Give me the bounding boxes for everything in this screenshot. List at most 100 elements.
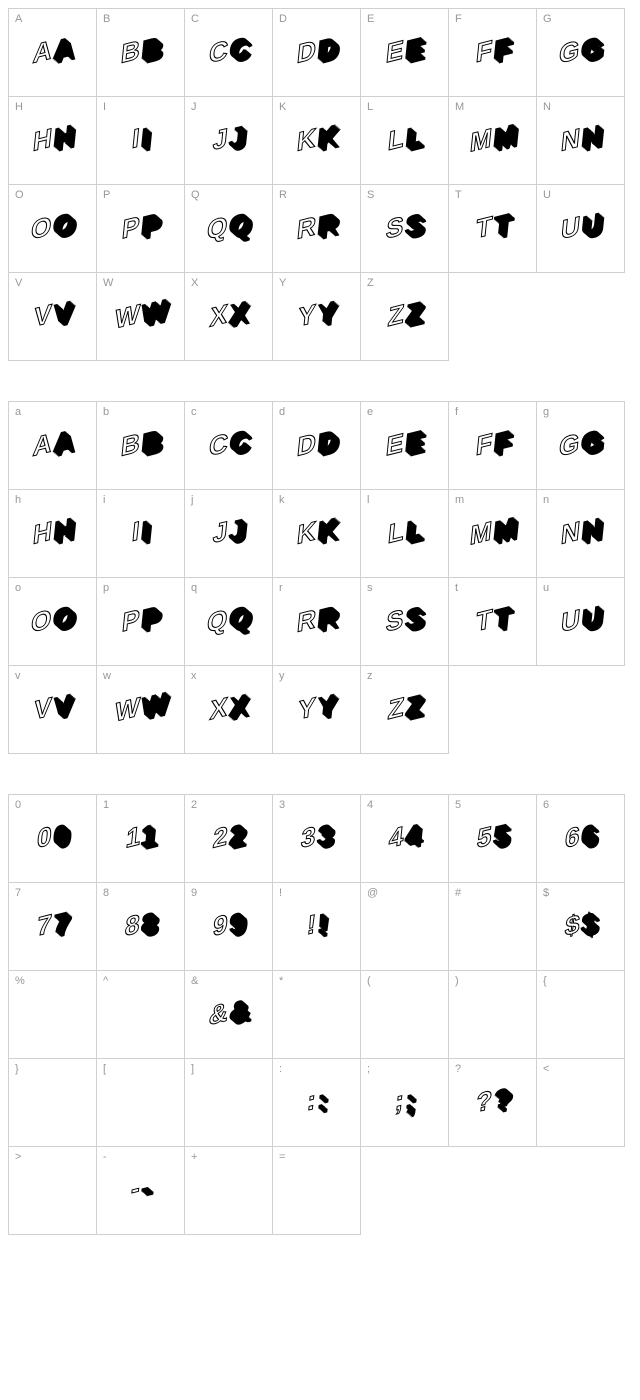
glyph-icon: HH	[32, 511, 73, 552]
empty-cell	[361, 1147, 449, 1235]
glyph-icon: VV	[34, 687, 72, 727]
empty-cell	[537, 666, 625, 754]
cell-label: M	[455, 101, 464, 113]
glyph-cell: MMM	[449, 97, 537, 185]
cell-label: ?	[455, 1063, 461, 1075]
glyph-group-uppercase: AAABBBCCCDDDEEEFFFGGGHHHIIIJJJKKKLLLMMMN…	[8, 8, 632, 361]
glyph-cell: WWW	[97, 273, 185, 361]
cell-label: r	[279, 582, 283, 594]
glyph-icon: VV	[34, 294, 72, 334]
glyph-cell: yYY	[273, 666, 361, 754]
glyph-cell: #	[449, 883, 537, 971]
glyph-icon: NN	[560, 511, 601, 552]
cell-label: *	[279, 975, 283, 987]
glyph-cell: +	[185, 1147, 273, 1235]
glyph-icon: EE	[386, 30, 424, 70]
glyph-cell: XXX	[185, 273, 273, 361]
glyph-cell: kKK	[273, 490, 361, 578]
cell-label: K	[279, 101, 286, 113]
glyph-icon: 22	[212, 817, 244, 856]
glyph-cell: f FF	[449, 402, 537, 490]
glyph-cell: aAA	[9, 402, 97, 490]
empty-cell	[449, 273, 537, 361]
cell-label: q	[191, 582, 197, 594]
cell-label: {	[543, 975, 547, 987]
glyph-icon: 33	[300, 817, 332, 856]
cell-label: )	[455, 975, 459, 987]
glyph-icon: &&	[208, 992, 249, 1033]
cell-label: -	[103, 1151, 107, 1163]
glyph-cell: HHH	[9, 97, 97, 185]
cell-label: }	[15, 1063, 19, 1075]
cell-label: o	[15, 582, 21, 594]
glyph-icon: BB	[120, 30, 161, 71]
glyph-icon: ZZ	[387, 295, 422, 335]
cell-label: !	[279, 887, 282, 899]
glyph-icon: OO	[31, 206, 75, 248]
glyph-cell: ---	[97, 1147, 185, 1235]
glyph-icon: PP	[122, 206, 160, 246]
glyph-icon: BB	[120, 423, 161, 464]
glyph-icon: 66	[564, 817, 596, 856]
glyph-icon: AA	[32, 30, 73, 71]
cell-label: j	[191, 494, 193, 506]
cell-label: 1	[103, 799, 109, 811]
glyph-icon: !!	[306, 906, 327, 942]
cell-label: 9	[191, 887, 197, 899]
glyph-cell: 333	[273, 795, 361, 883]
glyph-cell: hHH	[9, 490, 97, 578]
glyph-cell: <	[537, 1059, 625, 1147]
glyph-icon: FF	[475, 424, 510, 464]
glyph-cell: zZZ	[361, 666, 449, 754]
cell-label: N	[543, 101, 551, 113]
glyph-cell: RRR	[273, 185, 361, 273]
glyph-icon: WW	[114, 685, 166, 729]
glyph-icon: GG	[559, 30, 603, 72]
glyph-cell: sSS	[361, 578, 449, 666]
glyph-grid: aAAbBBcCCdDDeEEfFFgGGhHHiIIjJJkKKlLLmMMn…	[8, 401, 625, 754]
glyph-icon: 77	[36, 905, 68, 944]
glyph-cell: qQQ	[185, 578, 273, 666]
cell-label: t	[455, 582, 458, 594]
cell-label: @	[367, 887, 378, 899]
glyph-icon: 11	[125, 817, 156, 856]
cell-label: 6	[543, 799, 549, 811]
glyph-cell: 666	[537, 795, 625, 883]
cell-label: d	[279, 406, 285, 418]
glyph-cell: l LL	[361, 490, 449, 578]
cell-label: f	[455, 406, 458, 418]
cell-label: A	[15, 13, 22, 25]
glyph-icon: JJ	[212, 119, 244, 158]
cell-label: g	[543, 406, 549, 418]
cell-label: ^	[103, 975, 108, 987]
cell-label: %	[15, 975, 25, 987]
glyph-icon: XX	[210, 294, 248, 334]
glyph-icon: KK	[296, 511, 337, 552]
glyph-icon: II	[132, 514, 150, 549]
cell-label: E	[367, 13, 374, 25]
glyph-cell: ZZZ	[361, 273, 449, 361]
cell-label: a	[15, 406, 21, 418]
glyph-cell: OOO	[9, 185, 97, 273]
cell-label: 2	[191, 799, 197, 811]
cell-label: l	[367, 494, 369, 506]
glyph-icon: MM	[469, 510, 516, 553]
glyph-cell: 111	[97, 795, 185, 883]
glyph-group-numbers-symbols: 000111222333444555666777888999!!!@#$$$%^…	[8, 794, 632, 1235]
cell-label: &	[191, 975, 198, 987]
glyph-icon: LL	[387, 512, 422, 552]
cell-label: J	[191, 101, 197, 113]
glyph-cell: nNN	[537, 490, 625, 578]
cell-label: P	[103, 189, 110, 201]
glyph-icon: FF	[475, 31, 510, 71]
cell-label: m	[455, 494, 464, 506]
glyph-icon: 55	[476, 817, 508, 856]
glyph-cell: 888	[97, 883, 185, 971]
cell-label: x	[191, 670, 197, 682]
glyph-cell: =	[273, 1147, 361, 1235]
glyph-icon: RR	[296, 206, 337, 247]
glyph-icon: XX	[210, 687, 248, 727]
cell-label: [	[103, 1063, 106, 1075]
glyph-icon: PP	[122, 599, 160, 639]
glyph-icon: ??	[475, 1081, 510, 1121]
